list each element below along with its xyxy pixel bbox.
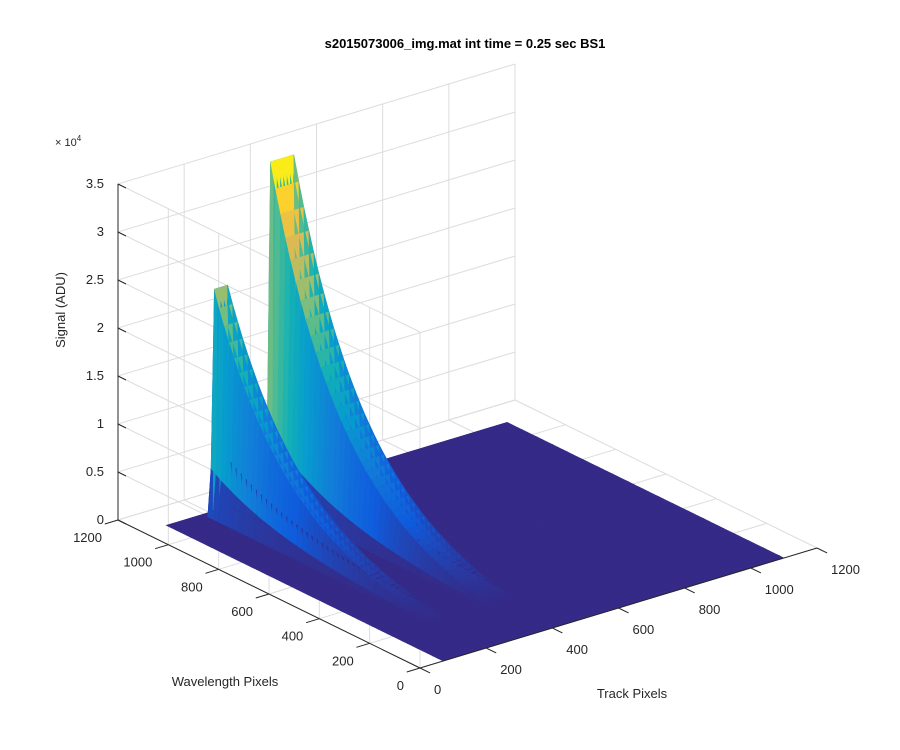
floor-gridline-x [514,399,818,549]
surface-plot [165,154,785,662]
